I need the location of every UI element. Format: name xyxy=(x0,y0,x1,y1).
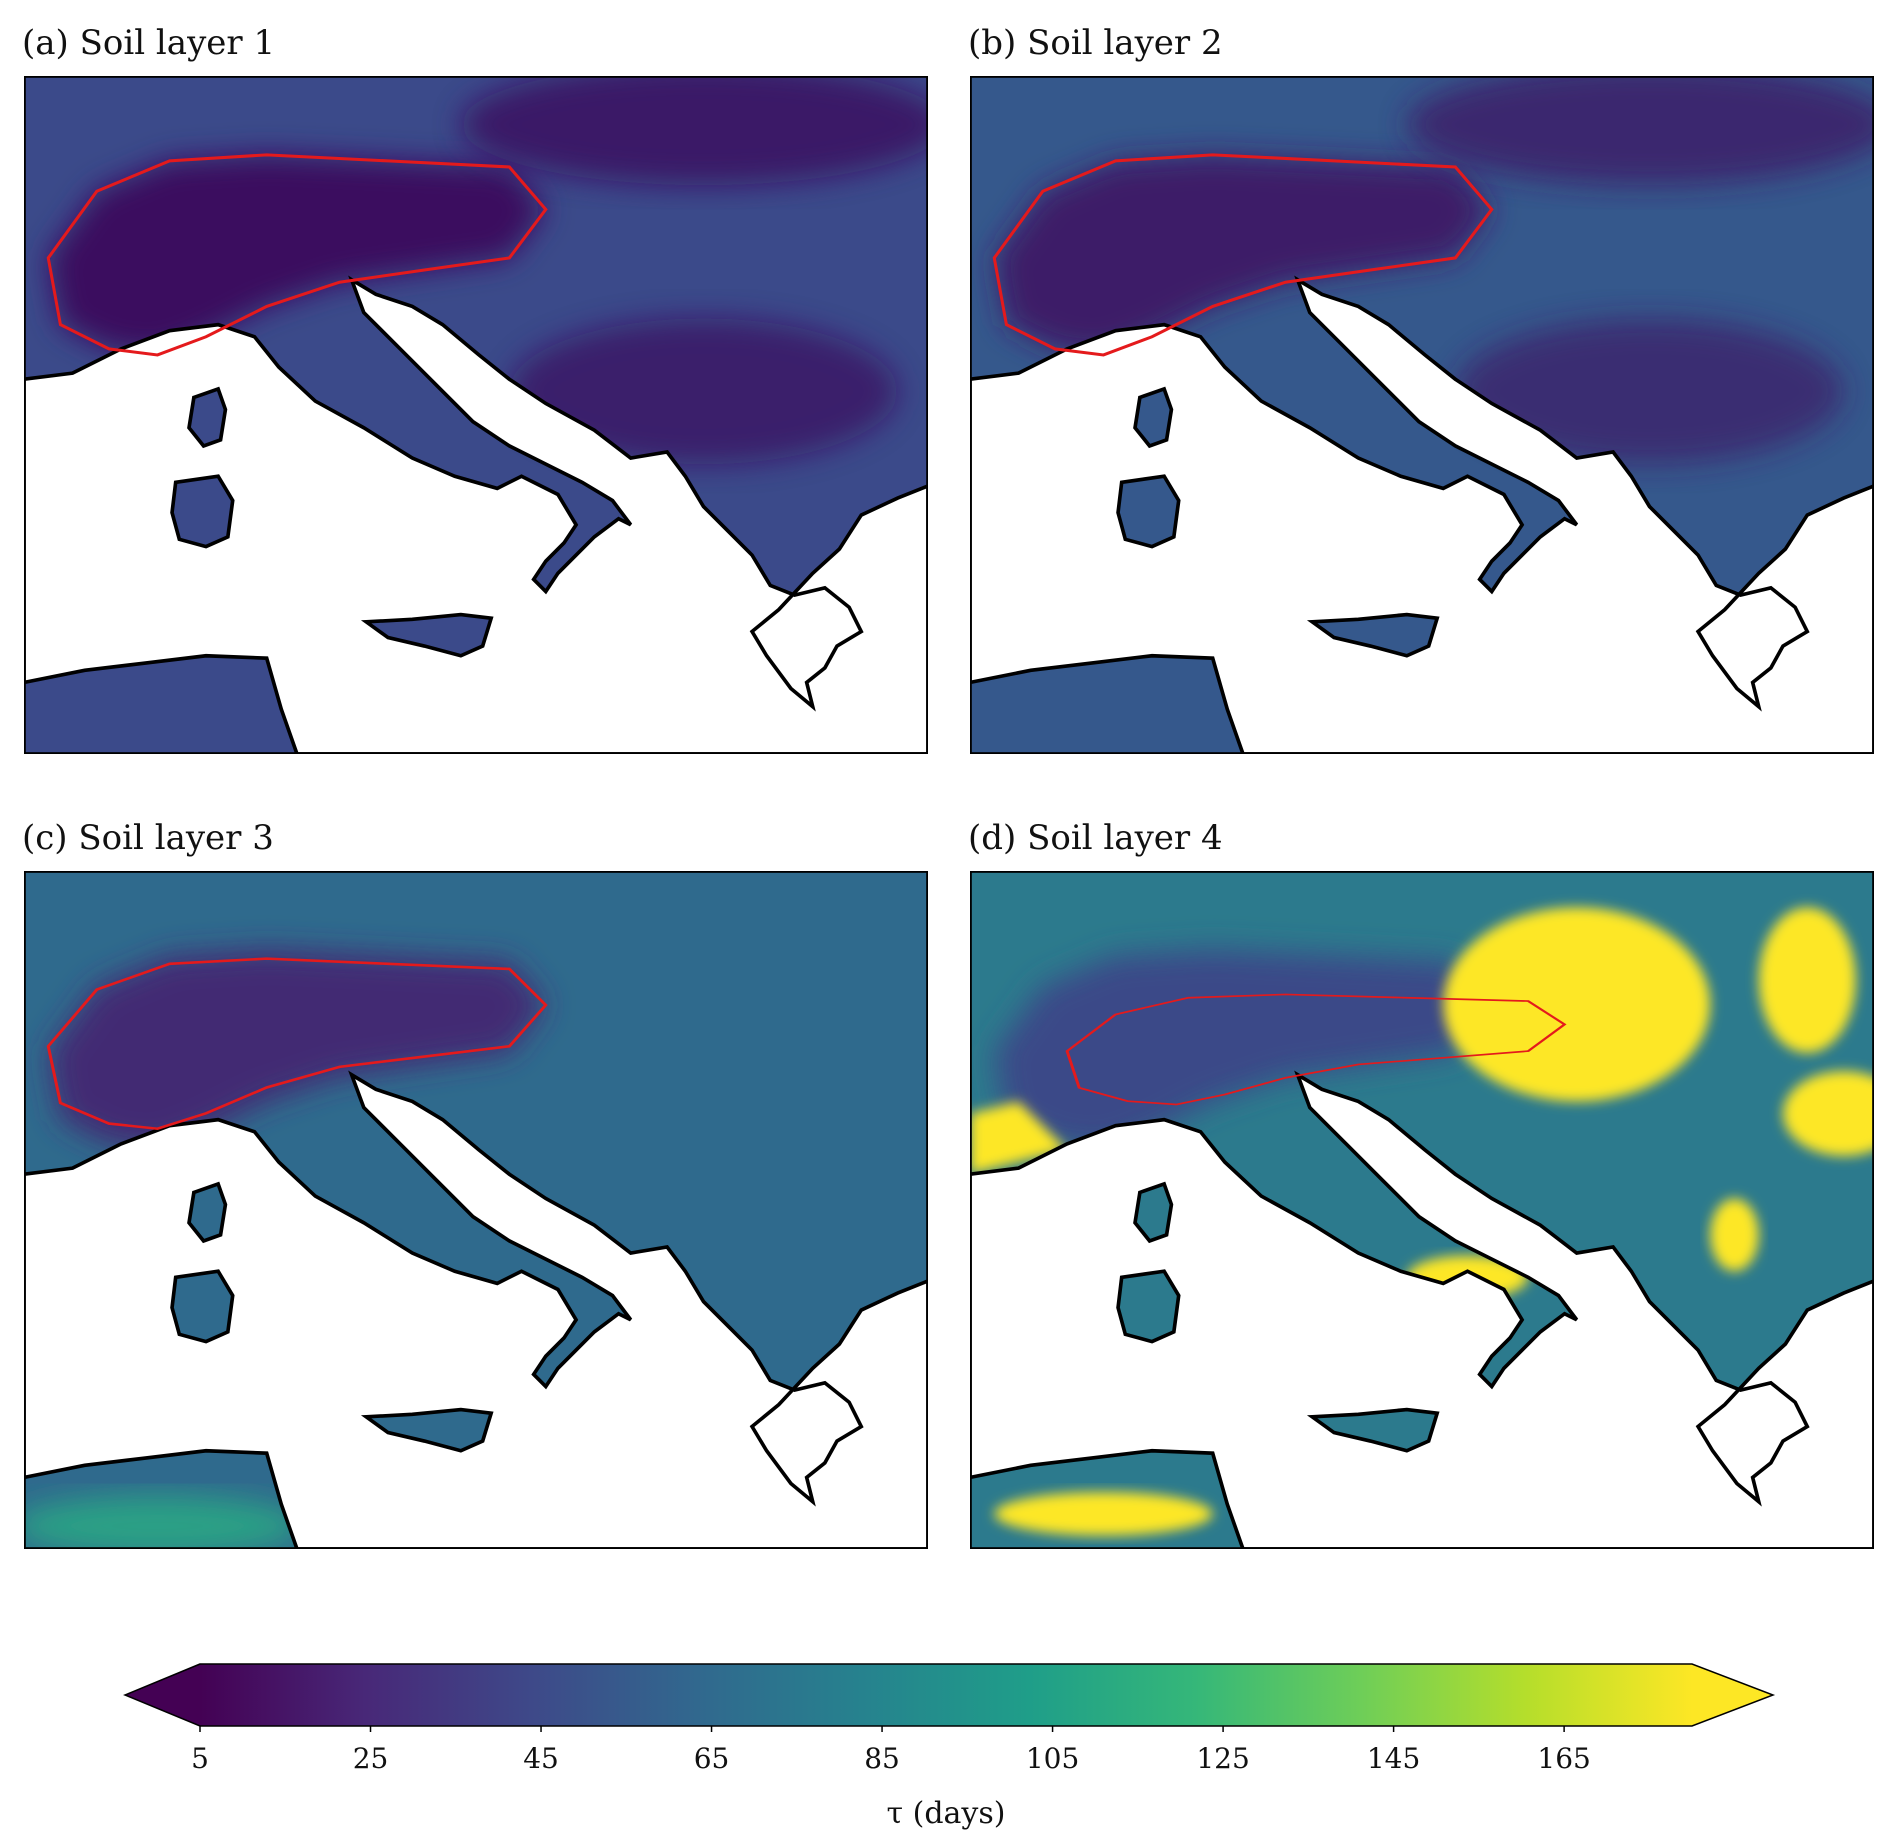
panel-title: (c) Soil layer 3 xyxy=(22,818,274,858)
shaded-region xyxy=(970,1101,1068,1175)
shaded-region xyxy=(460,76,928,186)
panel-border xyxy=(970,871,1874,1549)
map-panel xyxy=(24,76,928,754)
tick-label: 25 xyxy=(353,1742,389,1775)
colorbar-extension xyxy=(125,1664,200,1726)
tick-label: 85 xyxy=(864,1742,900,1775)
tick-label: 145 xyxy=(1367,1742,1420,1775)
mountain-region xyxy=(48,154,546,355)
panel-title: (a) Soil layer 1 xyxy=(22,23,275,63)
colorbar-outline xyxy=(123,1663,1776,1727)
panel-border xyxy=(24,76,928,754)
panel-title: (b) Soil layer 2 xyxy=(968,23,1223,63)
shaded-region xyxy=(1443,907,1711,1102)
mountain-region xyxy=(48,949,546,1150)
tick-label: 5 xyxy=(191,1742,209,1775)
panel-title: (d) Soil layer 4 xyxy=(968,818,1223,858)
shaded-region xyxy=(1710,1198,1759,1272)
panel-border xyxy=(970,76,1874,754)
shaded-region xyxy=(1455,318,1844,465)
map-panel xyxy=(24,871,928,1549)
shaded-region xyxy=(1406,76,1874,186)
colorbar-extension xyxy=(1692,1664,1773,1726)
tick-label: 125 xyxy=(1196,1742,1249,1775)
tick-label: 105 xyxy=(1026,1742,1079,1775)
shaded-region xyxy=(1758,907,1856,1053)
colorbar xyxy=(200,1664,1692,1726)
tick-label: 165 xyxy=(1537,1742,1590,1775)
tick-label: 45 xyxy=(523,1742,559,1775)
panel-border xyxy=(24,871,928,1549)
shaded-region xyxy=(1783,1071,1874,1157)
map-panel xyxy=(970,871,1874,1549)
mountain-region xyxy=(994,154,1492,355)
tick-label: 65 xyxy=(694,1742,730,1775)
shaded-region xyxy=(24,1495,304,1549)
colorbar-label: τ (days) xyxy=(887,1796,1006,1831)
map-panel xyxy=(970,76,1874,754)
mountain-region xyxy=(994,949,1492,1150)
shaded-region xyxy=(994,1491,1213,1536)
shaded-region xyxy=(509,318,898,465)
